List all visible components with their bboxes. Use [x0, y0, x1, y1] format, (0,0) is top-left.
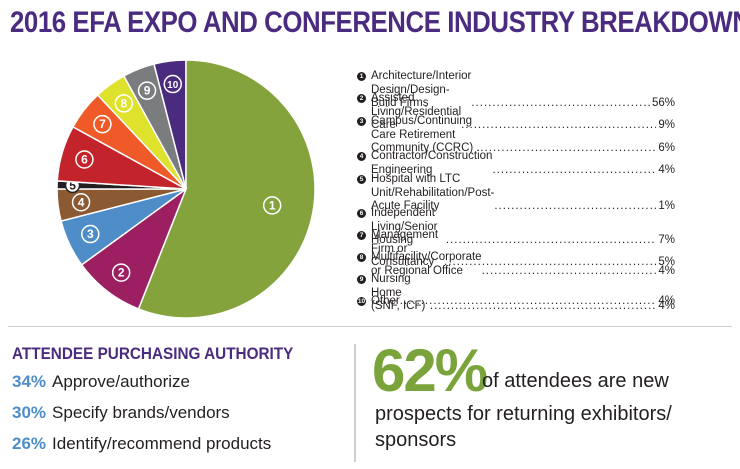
legend-label: Multifacility/Corporate or Regional Offi… [371, 251, 482, 277]
pie-slice-1 [137, 59, 316, 319]
purchasing-text: Identify/recommend products [52, 434, 272, 453]
slice-label-2: 2 [118, 266, 125, 280]
legend-dot-leader: ........................................… [492, 163, 657, 176]
legend-dot-leader: ........................................… [399, 295, 657, 307]
legend-label: Nursing Home (SNF, ICF) [371, 273, 426, 312]
slice-label-circle-1 [262, 196, 282, 215]
legend-dot-leader: ........................................… [445, 234, 657, 246]
legend-item-8: 8 Multifacility/Corporate or Regional Off… [357, 251, 675, 278]
legend-dot-leader: ........................................… [476, 142, 657, 154]
purchasing-pct: 30% [12, 403, 47, 422]
legend-number: 3 [357, 117, 366, 126]
legend-item-6: 6 Independent Living/Senior Housing......… [357, 207, 675, 248]
legend-item-3: 3 Campus/Continuing Care Retirement Commu… [357, 115, 675, 156]
slice-label-circle-3 [81, 224, 100, 244]
legend-item-10: 10 Other.................................… [357, 295, 675, 309]
slice-label-5: 5 [69, 178, 76, 192]
slice-label-10: 10 [167, 80, 179, 91]
highlight-text-line1: of attendees are new [482, 370, 669, 392]
legend-number: 10 [357, 297, 366, 306]
purchasing-pct: 34% [12, 372, 47, 391]
legend-dot-leader: ........................................… [444, 256, 656, 268]
legend-number: 9 [357, 275, 366, 284]
purchasing-item-specify: 30% Specify brands/vendors [12, 403, 230, 423]
legend-item-4: 4 Contractor/Construction Engineering....… [357, 150, 675, 177]
page-title: 2016 EFA EXPO AND CONFERENCE INDUSTRY BR… [10, 6, 740, 39]
legend-label: Architecture/Interior Design/Design-Buil… [371, 70, 472, 109]
legend-label: Independent Living/Senior Housing [371, 207, 438, 246]
legend-number: 2 [357, 94, 366, 103]
purchasing-item-identify: 26% Identify/recommend products [12, 434, 271, 454]
highlight-text-line2: prospects for returning exhibitors/ spon… [375, 403, 672, 451]
legend-number: 1 [357, 72, 366, 81]
slice-label-circle-9 [137, 81, 157, 100]
legend-value: 56% [651, 97, 675, 109]
legend-item-1: 1 Architecture/Interior Design/Design-Bui… [357, 70, 675, 111]
legend-value: 4% [658, 300, 675, 312]
purchasing-authority-title: ATTENDEE PURCHASING AUTHORITY [12, 344, 294, 363]
purchasing-text: Approve/authorize [52, 372, 191, 391]
legend-number: 4 [357, 152, 366, 161]
legend-item-5: 5 Hospital with LTC Unit/Rehabilitation/P… [357, 173, 675, 214]
legend-dot-leader: ........................................… [429, 300, 657, 312]
slice-label-circle-7 [93, 114, 112, 134]
slice-label-circle-8 [114, 94, 134, 113]
legend-dot-leader: ........................................… [471, 97, 650, 109]
horizontal-divider [8, 326, 732, 327]
legend-number: 6 [357, 209, 366, 218]
slice-label-circle-10 [163, 74, 182, 94]
legend-label: Other [371, 295, 400, 307]
slice-label-circle-2 [111, 263, 131, 282]
legend-item-7: 7 Management Firm or Consultancy.........… [357, 229, 675, 270]
slice-label-4: 4 [78, 195, 85, 209]
legend-label: Contractor/Construction Engineering [371, 150, 493, 176]
legend-number: 7 [357, 231, 366, 240]
slice-label-circle-4 [71, 193, 91, 212]
slice-label-6: 6 [81, 152, 88, 166]
slice-label-8: 8 [120, 96, 127, 110]
legend-value: 6% [658, 142, 675, 154]
legend-dot-leader: ........................................… [461, 119, 656, 131]
slice-label-1: 1 [269, 198, 276, 212]
legend-value: 4% [658, 264, 675, 277]
legend-number: 8 [357, 253, 366, 262]
legend-dot-leader: ........................................… [494, 200, 656, 212]
slice-label-7: 7 [99, 117, 106, 131]
legend-dot-leader: ........................................… [481, 264, 657, 277]
slice-label-9: 9 [144, 84, 151, 98]
legend-item-9: 9 Nursing Home (SNF, ICF)................… [357, 273, 675, 314]
purchasing-text: Specify brands/vendors [52, 403, 230, 422]
legend-label: Assisted Living/Residential Care [371, 92, 462, 131]
purchasing-pct: 26% [12, 434, 47, 453]
vertical-divider [354, 344, 356, 462]
legend-value: 5% [658, 256, 675, 268]
legend-value: 7% [658, 234, 675, 246]
slice-label-circle-6 [75, 150, 94, 169]
highlight-percentage: 62% [372, 337, 488, 404]
legend-label: Hospital with LTC Unit/Rehabilitation/Po… [371, 173, 495, 212]
legend-label: Campus/Continuing Care Retirement Commun… [371, 115, 474, 154]
purchasing-item-approve: 34% Approve/authorize [12, 372, 190, 392]
legend-number: 5 [357, 175, 366, 184]
legend-label: Management Firm or Consultancy [371, 229, 439, 268]
legend-value: 4% [658, 295, 675, 307]
industry-pie-chart: 10 1 2 3 456 78 9 [56, 59, 316, 319]
slice-label-3: 3 [87, 227, 94, 241]
legend-value: 1% [658, 200, 675, 212]
legend-value: 9% [658, 119, 675, 131]
legend-value: 4% [658, 163, 675, 176]
legend-item-2: 2 Assisted Living/Residential Care.......… [357, 92, 675, 133]
